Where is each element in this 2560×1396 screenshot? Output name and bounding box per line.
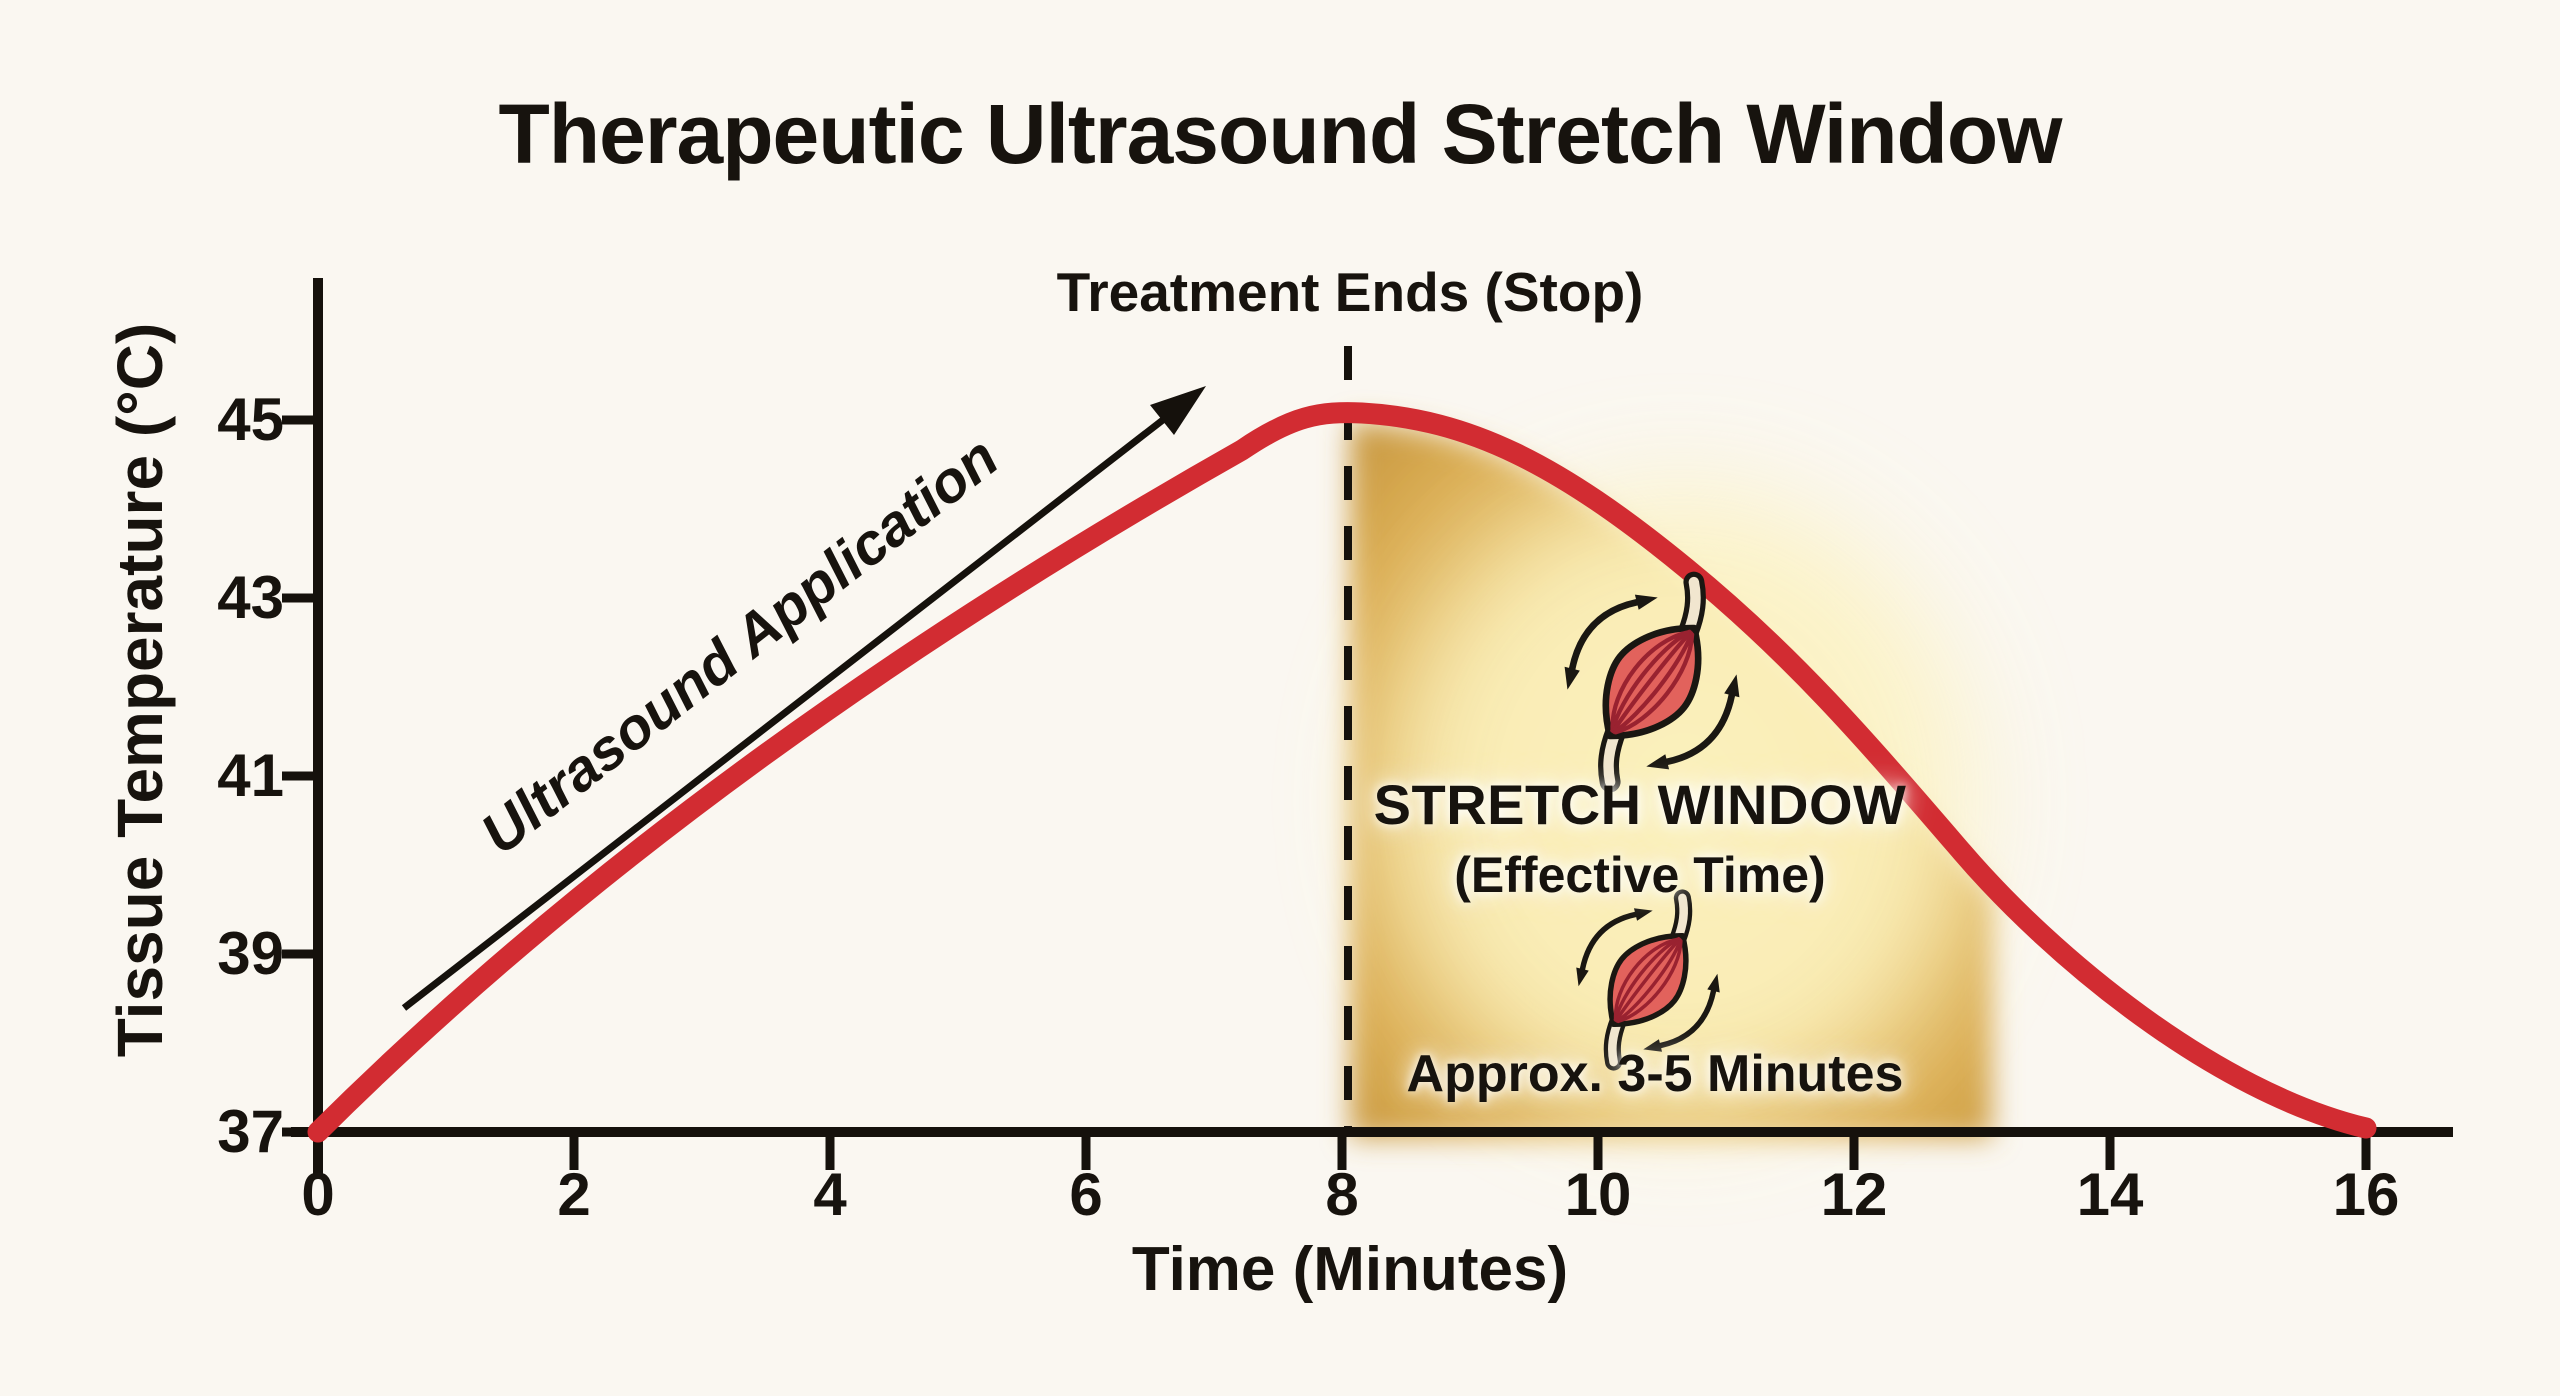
y-tick-label: 45 [217,386,284,453]
y-axis-label: Tissue Temperature (°C) [104,322,176,1058]
y-tick-label: 41 [217,742,284,809]
x-tick-label: 0 [301,1161,335,1228]
x-tick-label: 4 [813,1161,847,1228]
effective-time-label: (Effective Time) [1454,847,1826,903]
x-tick-label: 14 [2076,1161,2144,1228]
approx-minutes-label: Approx. 3-5 Minutes [1406,1045,1904,1103]
stretch-window-glow [1390,490,1970,1110]
ultrasound-application-arrow [401,386,1206,1011]
page-title: Therapeutic Ultrasound Stretch Window [498,87,2062,181]
y-tick-label: 43 [217,564,284,631]
stretch-window-label: STRETCH WINDOW [1373,773,1907,836]
x-tick-label: 10 [1564,1161,1632,1228]
x-tick-label: 8 [1325,1161,1359,1228]
treatment-ends-label: Treatment Ends (Stop) [1056,261,1644,323]
x-axis-label: Time (Minutes) [1131,1235,1569,1304]
axes [291,278,2453,1177]
y-tick-label: 37 [217,1098,284,1165]
y-tick-label: 39 [217,920,284,987]
x-tick-label: 2 [557,1161,591,1228]
x-tick-label: 16 [2332,1161,2400,1228]
x-tick-label: 12 [1820,1161,1888,1228]
x-tick-label: 6 [1069,1161,1103,1228]
temperature-curve [307,402,2377,1143]
